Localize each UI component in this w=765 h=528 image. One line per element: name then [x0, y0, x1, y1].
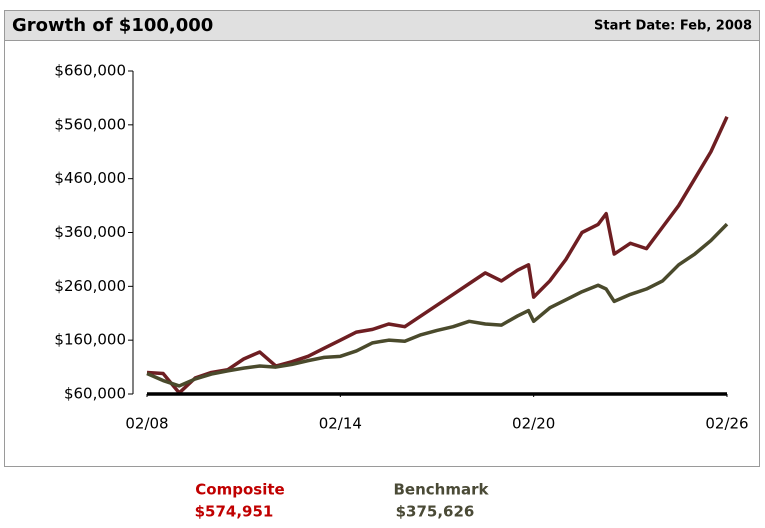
- y-tick-label: $460,000: [54, 169, 126, 187]
- legend-value: $574,951: [195, 503, 274, 521]
- y-tick-label: $160,000: [54, 331, 126, 349]
- y-tick-label: $660,000: [54, 62, 126, 80]
- y-tick-label: $560,000: [54, 115, 126, 133]
- y-tick-label: $360,000: [54, 223, 126, 241]
- series-line: [146, 222, 729, 388]
- x-tick-label: 02/08: [125, 415, 168, 433]
- y-tick-label: $60,000: [64, 385, 126, 403]
- chart-frame: [4, 10, 760, 467]
- y-tick-label: $260,000: [54, 277, 126, 295]
- header-bar: [4, 10, 760, 41]
- x-tick-label: 02/26: [705, 415, 748, 433]
- legend-label: Composite: [195, 481, 284, 499]
- series-line: [146, 116, 729, 395]
- x-tick-label: 02/14: [319, 415, 362, 433]
- chart-title: Growth of $100,000: [12, 15, 213, 36]
- legend-value: $375,626: [396, 503, 475, 521]
- chart-subtitle: Start Date: Feb, 2008: [594, 19, 752, 34]
- legend-label: Benchmark: [394, 481, 490, 499]
- x-tick-label: 02/20: [512, 415, 555, 433]
